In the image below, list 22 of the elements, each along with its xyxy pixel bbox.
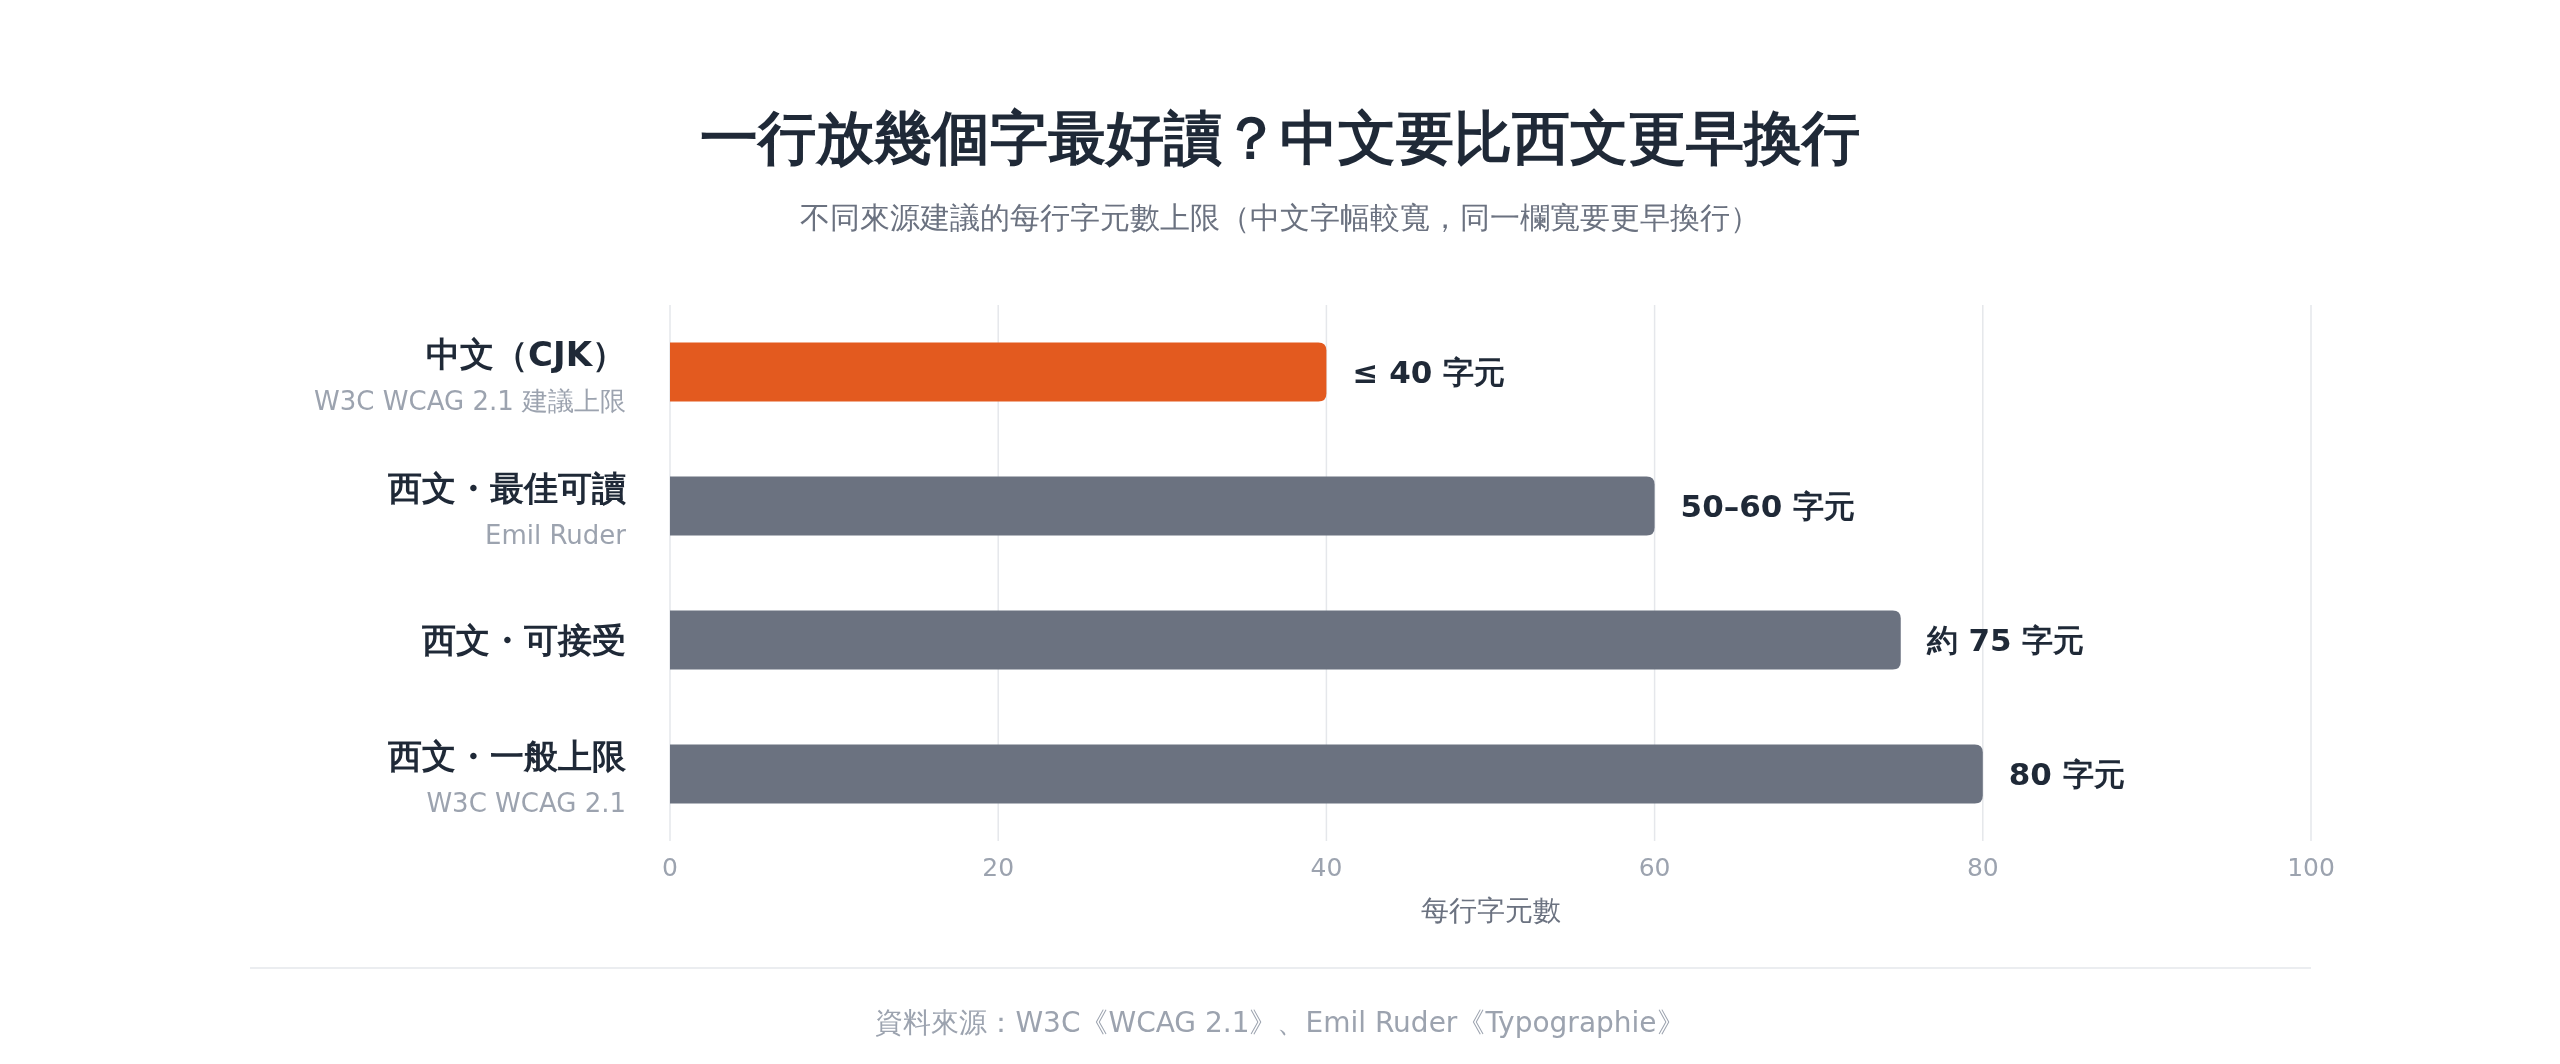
y-tick-label: 中文（CJK） W3C WCAG 2.1 建議上限 — [314, 334, 626, 416]
x-tick-label: 60 — [1638, 853, 1671, 882]
x-tick-label: 80 — [1966, 853, 1999, 882]
bar — [670, 610, 1901, 670]
data-label: 約 75 字元 — [1925, 622, 2085, 658]
y-tick-label: 西文・一般上限 W3C WCAG 2.1 — [387, 736, 627, 818]
data-label: 50–60 字元 — [1680, 488, 1856, 524]
data-label: 80 字元 — [2008, 756, 2125, 792]
source-note: 資料來源：W3C《WCAG 2.1》、Emil Ruder《Typographie》 — [875, 1006, 1685, 1039]
bar — [670, 476, 1655, 536]
x-tick-label: 0 — [662, 853, 678, 882]
x-tick-label: 100 — [2287, 853, 2335, 882]
chart-subtitle: 不同來源建議的每行字元數上限（中文字幅較寬，同一欄寬要更早換行） — [800, 200, 1760, 235]
data-label: ≤ 40 字元 — [1352, 354, 1506, 390]
x-axis-title: 每行字元數 — [1420, 894, 1561, 927]
y-tick-label: 西文・最佳可讀 Emil Ruder — [387, 468, 627, 550]
chart-title: 一行放幾個字最好讀？中文要比西文更早換行 — [700, 104, 1860, 172]
bar — [670, 744, 1983, 804]
bar — [670, 342, 1327, 402]
x-tick-label: 20 — [982, 853, 1015, 882]
x-tick-label: 40 — [1310, 853, 1343, 882]
y-tick-label: 西文・可接受 — [421, 620, 626, 660]
